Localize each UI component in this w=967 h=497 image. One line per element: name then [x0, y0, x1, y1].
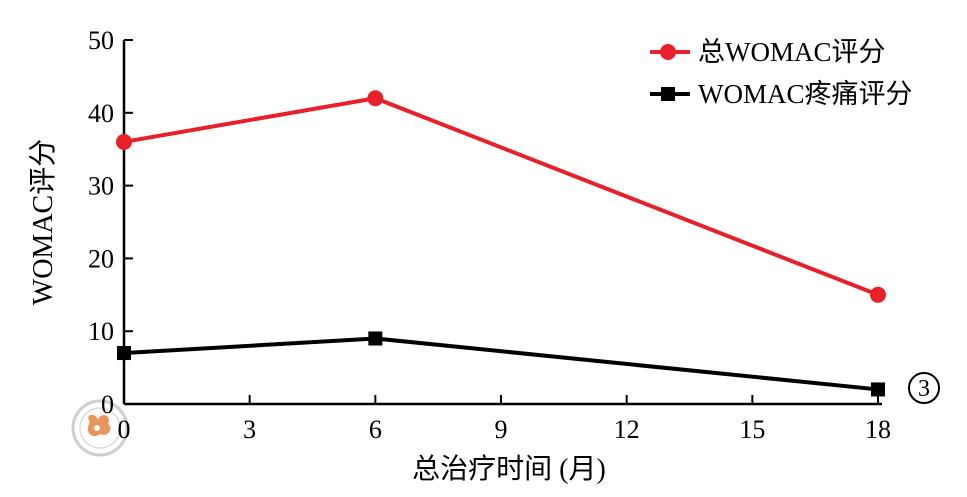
data-point: [870, 286, 886, 303]
legend-item-1: 总WOMAC评分: [650, 37, 886, 67]
y-tick-label: 50: [88, 26, 114, 55]
series-1: [116, 90, 886, 303]
x-tick-label: 6: [369, 415, 382, 444]
x-tick-label: 12: [614, 415, 640, 444]
x-tick-label: 15: [739, 415, 765, 444]
x-axis-title: 总治疗时间 (月): [412, 453, 606, 485]
y-tick-label: 30: [88, 172, 114, 201]
series-layer: [116, 90, 886, 397]
x-tick-label: 18: [865, 415, 891, 444]
y-tick-label: 20: [88, 244, 114, 273]
data-point: [367, 90, 384, 107]
x-tick-label: 0: [118, 415, 131, 444]
x-tick-label: 9: [495, 415, 508, 444]
y-tick-label: 0: [101, 390, 114, 419]
legend: 总WOMAC评分 WOMAC疼痛评分: [650, 37, 913, 109]
x-tick-label: 3: [243, 415, 256, 444]
y-tick-label: 40: [88, 99, 114, 128]
data-point: [117, 346, 131, 361]
y-tick-label: 10: [88, 317, 114, 346]
data-point: [116, 133, 132, 150]
medical-association-seal-icon: [71, 399, 129, 457]
data-point: [871, 382, 885, 397]
series-line: [123, 96, 879, 297]
legend-item-2: WOMAC疼痛评分: [650, 79, 913, 109]
panel-label-text: 3: [918, 376, 930, 402]
panel-label: 3: [908, 372, 940, 404]
series-2: [117, 331, 885, 397]
y-axis-title: WOMAC评分: [28, 139, 59, 305]
series-line: [123, 336, 879, 392]
legend-label: WOMAC疼痛评分: [698, 79, 913, 109]
data-point: [368, 331, 383, 346]
axes: 0 10 20 30 40 50 0 3 6 9 12 15 18: [88, 26, 891, 444]
legend-marker: [661, 87, 675, 101]
legend-label: 总WOMAC评分: [698, 37, 886, 67]
legend-marker: [660, 44, 676, 60]
